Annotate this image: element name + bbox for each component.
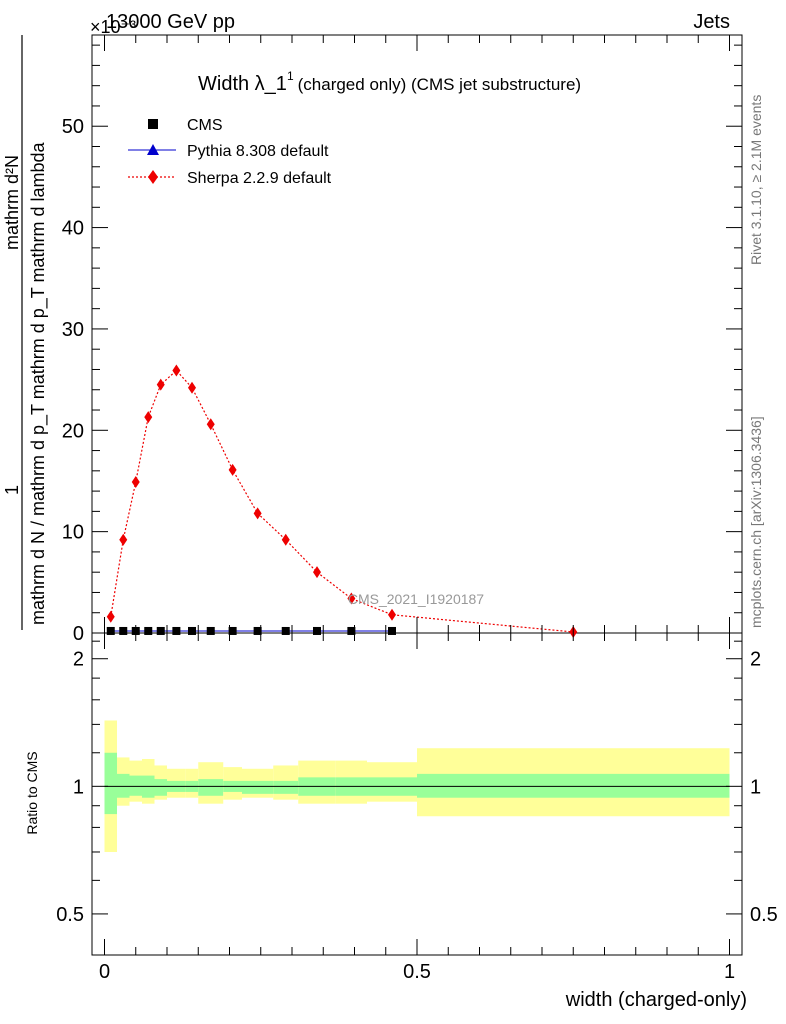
cms-point: [156, 626, 165, 635]
y-tick-label: 50: [62, 116, 84, 138]
ratio-y-tick-label-right: 2: [750, 649, 761, 671]
sherpa-point: [347, 592, 356, 605]
y-tick-label: 0: [73, 623, 84, 645]
ratio-y-tick-label: 1: [73, 776, 84, 798]
sherpa-point: [131, 475, 140, 488]
y-label-numerator: 1: [2, 485, 22, 495]
ratio-y-tick-label: 2: [73, 649, 84, 671]
sherpa-point: [281, 533, 290, 546]
sherpa-point: [119, 533, 128, 546]
sherpa-point: [106, 610, 115, 623]
cms-point: [388, 626, 396, 635]
sherpa-point: [313, 566, 321, 579]
y-label-denominator: mathrm d N / mathrm d p_T mathrm d p_T m…: [28, 142, 49, 625]
cms-point: [172, 626, 181, 635]
ratio-y-tick-label-right: 0.5: [750, 904, 778, 926]
sherpa-point: [172, 364, 181, 377]
cms-point: [347, 626, 356, 635]
sherpa-point: [228, 463, 237, 476]
ratio-stat-band: [117, 773, 130, 798]
y-tick-label: 30: [62, 319, 84, 341]
cms-point: [188, 626, 196, 635]
ratio-stat-band: [154, 779, 167, 796]
plot-title: Width λ_11 (charged only) (CMS jet substr…: [198, 69, 581, 95]
sherpa-point: [156, 378, 165, 391]
cms-point: [106, 626, 115, 635]
cms-point: [144, 626, 153, 635]
rivet-label: Rivet 3.1.10, ≥ 2.1M events: [748, 95, 764, 265]
y-tick-label: 10: [62, 522, 84, 544]
ratio-stat-band: [242, 780, 274, 794]
sherpa-point: [206, 418, 215, 431]
ratio-stat-band: [104, 752, 117, 815]
legend-cms-marker: [148, 119, 158, 129]
ratio-y-tick-label-right: 1: [750, 776, 761, 798]
mcplots-label: mcplots.cern.ch [arXiv:1306.3436]: [748, 416, 764, 628]
y-tick-label: 20: [62, 420, 84, 442]
plot-title-sup: 1: [287, 69, 294, 83]
sherpa-point: [388, 608, 396, 621]
analysis-watermark: CMS_2021_I1920187: [348, 591, 484, 607]
y-axis-label: 1 mathrm d N / mathrm d p_T mathrm d p_T…: [2, 35, 49, 630]
legend-pythia-marker: [147, 144, 159, 155]
x-axis-label: width (charged-only): [565, 989, 747, 1011]
legend-sherpa-label: Sherpa 2.2.9 default: [187, 170, 332, 187]
upper-curves: [106, 364, 578, 638]
sherpa-point: [188, 381, 196, 394]
y-tick-label: 40: [62, 218, 84, 240]
energy-label: 13000 GeV pp: [106, 11, 235, 33]
plot-title-main: Width λ_1: [198, 73, 287, 95]
cms-point: [228, 626, 237, 635]
x-tick-label: 0.5: [403, 961, 431, 983]
ratio-bands: [104, 720, 730, 852]
legend-pythia-label: Pythia 8.308 default: [187, 143, 329, 160]
cms-point: [313, 626, 321, 635]
legend: CMS Pythia 8.308 default Sherpa 2.2.9 de…: [128, 117, 332, 187]
ratio-stat-band: [273, 780, 299, 794]
x-tick-label: 0: [99, 961, 110, 983]
legend-cms-label: CMS: [187, 117, 223, 134]
cms-point: [206, 626, 215, 635]
category-label: Jets: [693, 11, 730, 33]
legend-sherpa-marker: [148, 170, 158, 184]
ratio-stat-band: [198, 779, 224, 796]
y-label-top: mathrm d²N: [2, 155, 22, 250]
cms-point: [281, 626, 290, 635]
sherpa-point: [144, 411, 153, 424]
sherpa-point: [253, 507, 262, 520]
ratio-y-label: Ratio to CMS: [24, 751, 40, 834]
y-exponent-label: ×10⁻³: [90, 17, 136, 37]
cms-point: [253, 626, 262, 635]
ratio-stat-band: [417, 773, 730, 798]
x-tick-label: 1: [724, 961, 735, 983]
axis-ticks: 0 10 20 30 40 50 0 0.5 1 0.5 0.5 1 1 2 2: [56, 35, 778, 983]
ratio-stat-band: [129, 775, 142, 796]
plot-title-sub: (charged only) (CMS jet substructure): [298, 75, 581, 94]
sherpa-line: [110, 369, 574, 633]
cms-point: [119, 626, 128, 635]
ratio-y-tick-label: 0.5: [56, 904, 84, 926]
